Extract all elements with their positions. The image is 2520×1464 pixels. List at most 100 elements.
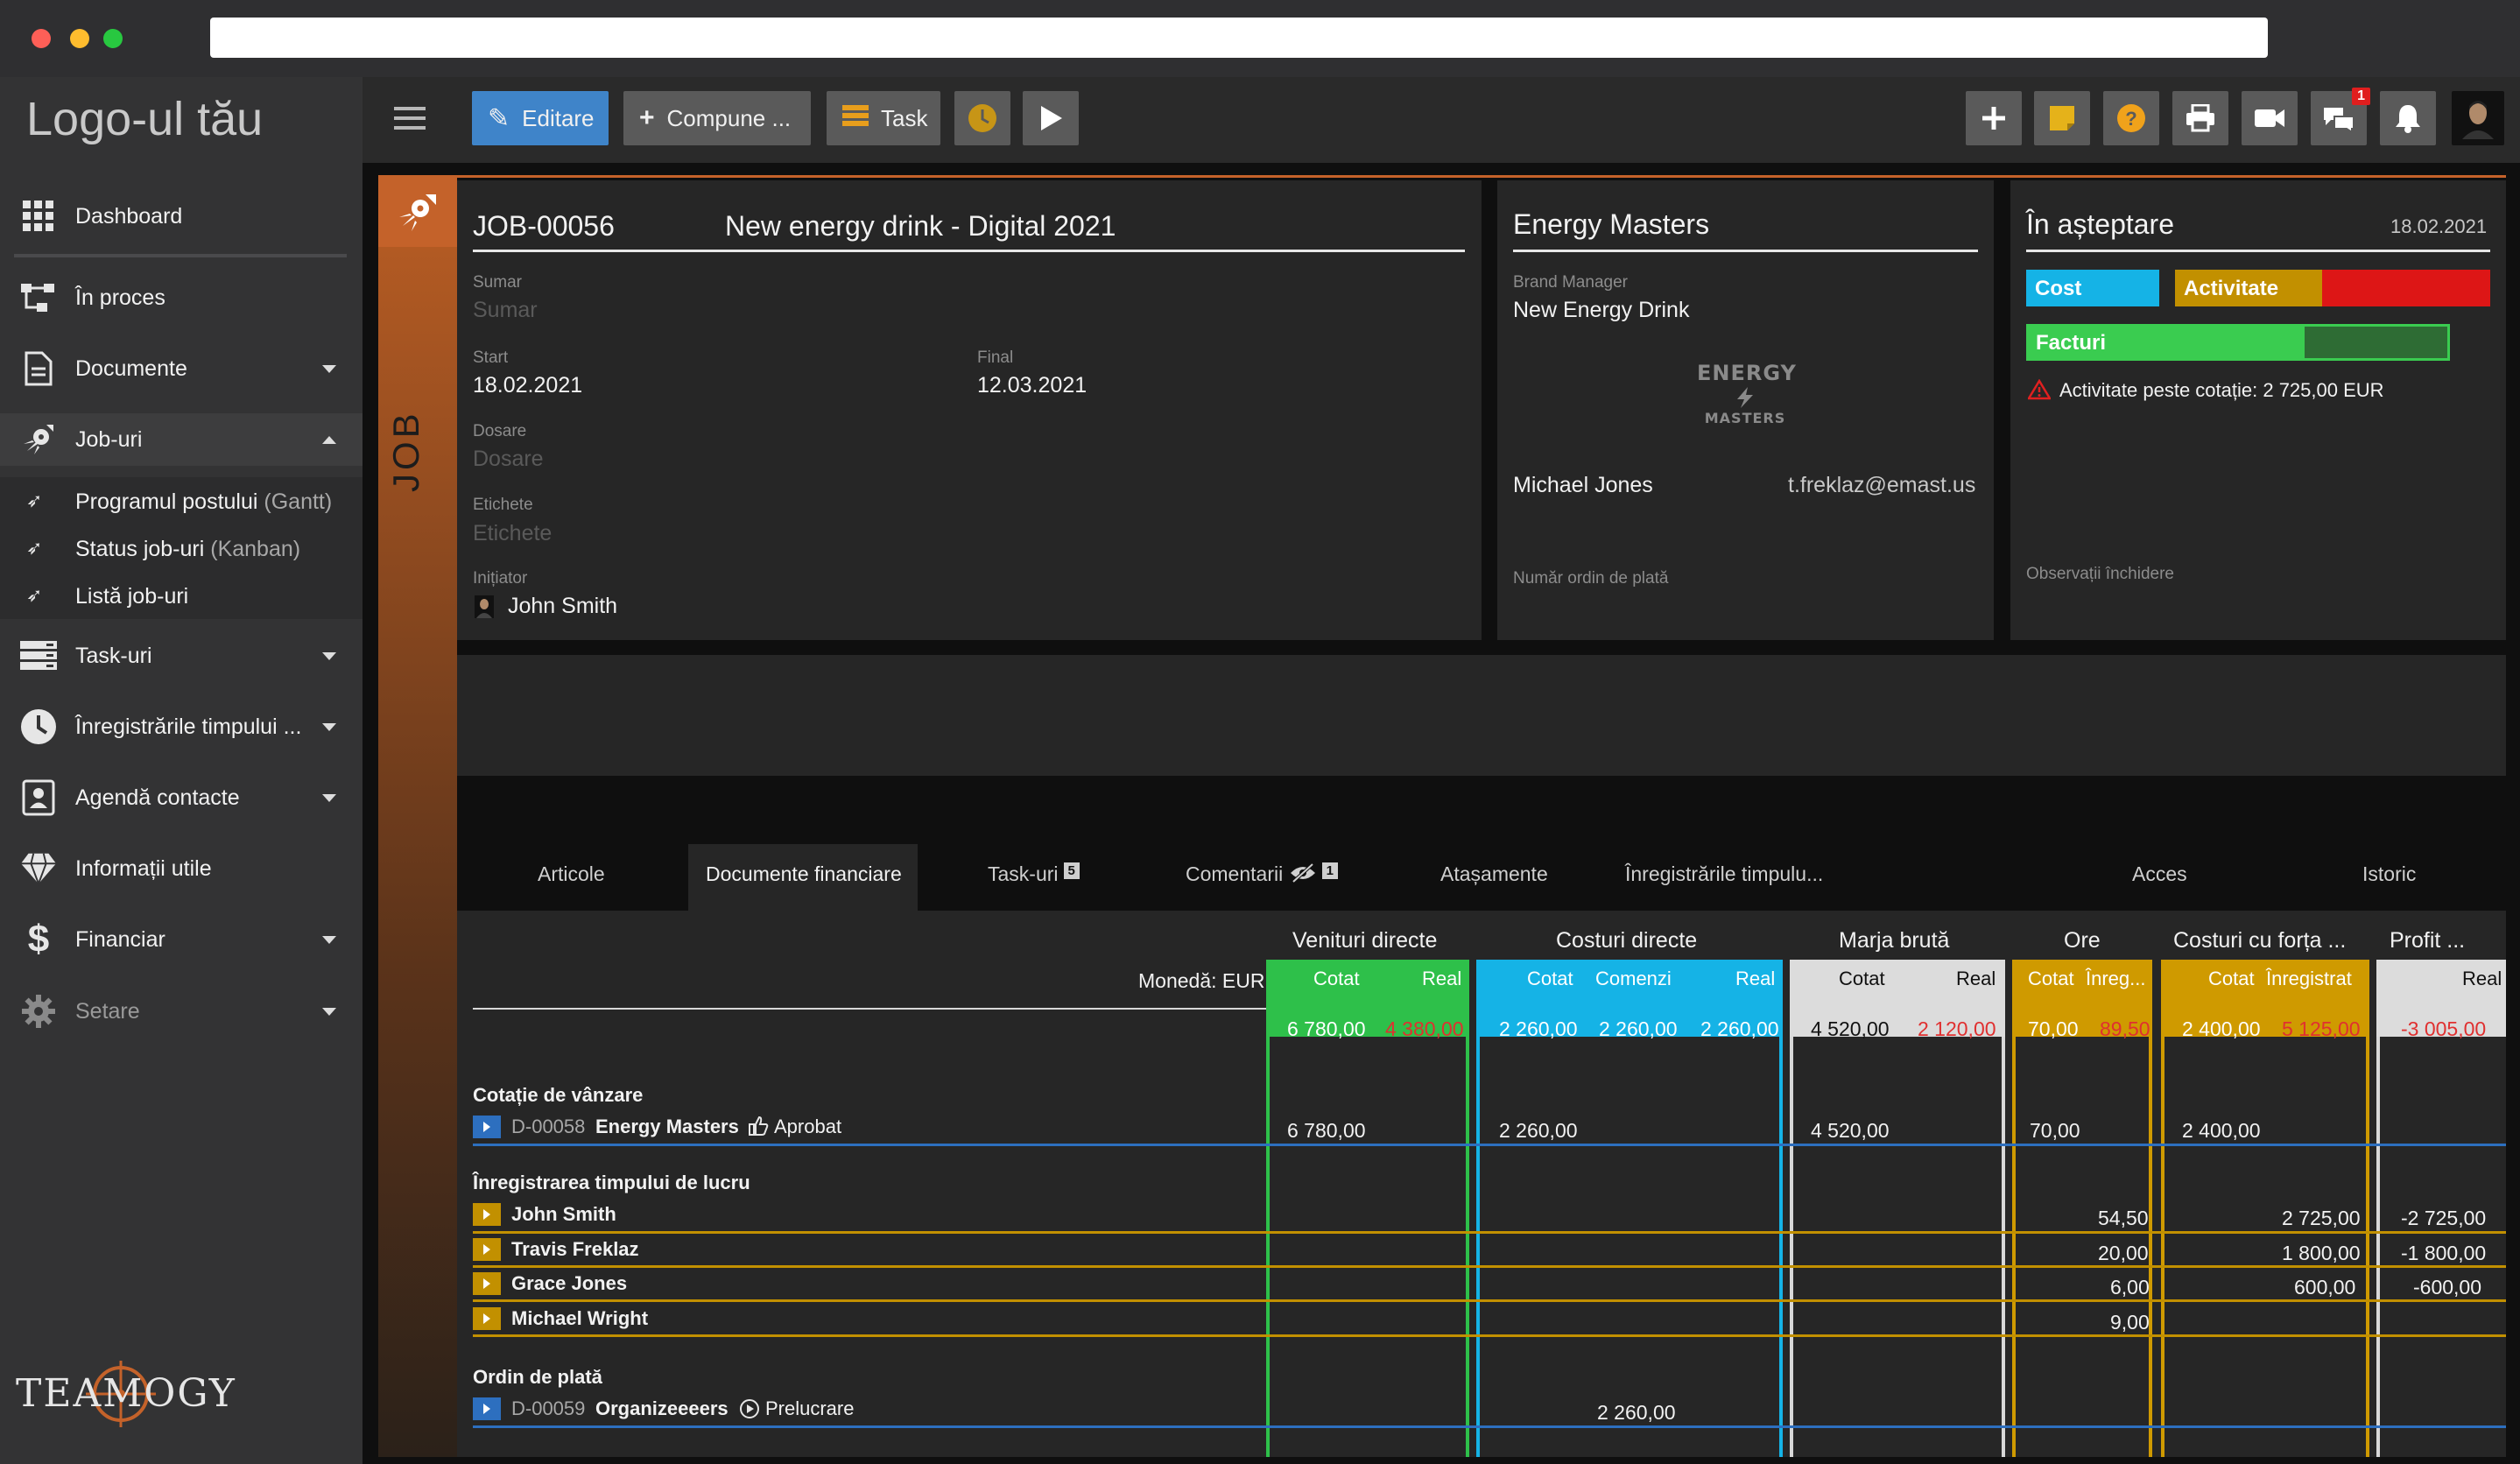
user-avatar[interactable] xyxy=(2452,91,2504,145)
person-row-line xyxy=(473,1334,2506,1337)
sidebar-subitem-gantt[interactable]: ➶ Programul postului (Gantt) xyxy=(0,477,363,524)
expand-person-button[interactable] xyxy=(473,1203,501,1226)
initiator-name[interactable]: John Smith xyxy=(508,594,618,618)
tab-comments[interactable]: Comentarii 1 xyxy=(1186,862,1338,888)
labor-registered-col[interactable]: Înregistrat xyxy=(2266,968,2352,989)
minimize-window-icon[interactable] xyxy=(70,29,89,48)
edit-button[interactable]: ✎ Editare xyxy=(472,91,609,145)
pencil-icon: ✎ xyxy=(488,103,510,133)
sidebar-item-financial[interactable]: $ Financiar xyxy=(0,913,363,966)
hamburger-menu-icon[interactable] xyxy=(394,91,429,145)
expand-quote-button[interactable] xyxy=(473,1116,501,1138)
revenue-quoted-col[interactable]: Cotat xyxy=(1313,968,1360,989)
hours-registered-col[interactable]: Înreg... xyxy=(2086,968,2146,989)
quote-doc-id[interactable]: D-00058 xyxy=(511,1116,586,1137)
expand-person-button[interactable] xyxy=(473,1307,501,1330)
margin-real-col[interactable]: Real xyxy=(1956,968,1996,989)
person-name[interactable]: Travis Freklaz xyxy=(511,1238,639,1260)
person-name[interactable]: Grace Jones xyxy=(511,1272,628,1294)
play-button[interactable] xyxy=(1023,91,1079,145)
revenue-real-col[interactable]: Real xyxy=(1422,968,1462,989)
client-email[interactable]: t.freklaz@emast.us xyxy=(1788,473,1976,497)
play-circle-icon xyxy=(739,1398,760,1424)
help-button[interactable]: ? xyxy=(2103,91,2159,145)
tab-history[interactable]: Istoric xyxy=(2362,862,2416,886)
quote-revenue: 6 780,00 xyxy=(1287,1119,1366,1142)
print-button[interactable] xyxy=(2172,91,2228,145)
profit-left-border xyxy=(2376,1037,2380,1457)
person-row-line xyxy=(473,1299,2506,1302)
costs-quoted-col[interactable]: Cotat xyxy=(1527,968,1573,989)
maximize-window-icon[interactable] xyxy=(103,29,123,48)
po-doc-id[interactable]: D-00059 xyxy=(511,1397,586,1419)
summary-input[interactable]: Sumar xyxy=(473,298,538,322)
task-button-label: Task xyxy=(881,104,928,131)
expand-person-button[interactable] xyxy=(473,1238,501,1261)
total-revenue-quoted: 6 780,00 xyxy=(1287,1017,1366,1040)
company-logo[interactable]: Logo-ul tău xyxy=(26,93,264,145)
tab-time-records[interactable]: Înregistrările timpulu... xyxy=(1625,862,1823,886)
rocket-icon xyxy=(399,194,436,231)
close-window-icon[interactable] xyxy=(32,29,51,48)
tab-tasks[interactable]: Task-uri 5 xyxy=(988,862,1080,886)
tab-financial-docs[interactable]: Documente financiare xyxy=(706,862,902,886)
tab-access[interactable]: Acces xyxy=(2132,862,2187,886)
sidebar-item-dashboard[interactable]: Dashboard xyxy=(0,190,363,243)
task-button[interactable]: Task xyxy=(827,91,940,145)
chat-count-badge: 1 xyxy=(2352,88,2370,105)
sidebar-item-tasks[interactable]: Task-uri xyxy=(0,630,363,682)
sidebar-subitem-kanban[interactable]: ➶ Status job-uri (Kanban) xyxy=(0,524,363,572)
quote-party[interactable]: Energy Masters xyxy=(595,1116,739,1137)
end-date[interactable]: 12.03.2021 xyxy=(977,373,1088,398)
person-name[interactable]: John Smith xyxy=(511,1203,616,1225)
person-labor: 600,00 xyxy=(2294,1276,2356,1299)
sidebar-item-jobs[interactable]: Job-uri xyxy=(0,413,363,466)
section-quote-title: Cotație de vânzare xyxy=(473,1084,644,1106)
chat-button[interactable]: 1 xyxy=(2311,88,2370,145)
description-area[interactable] xyxy=(457,655,2506,776)
sidebar-item-contacts[interactable]: Agendă contacte xyxy=(0,771,363,824)
start-date[interactable]: 18.02.2021 xyxy=(473,373,583,398)
tab-articles[interactable]: Articole xyxy=(538,862,605,886)
cost-indicator[interactable]: Cost xyxy=(2026,270,2159,306)
address-bar[interactable] xyxy=(210,18,2268,58)
note-button[interactable] xyxy=(2034,91,2090,145)
invoices-indicator[interactable]: Facturi xyxy=(2026,324,2450,361)
tags-input[interactable]: Etichete xyxy=(473,521,553,545)
sidebar-subitem-job-list[interactable]: ➶ Listă job-uri xyxy=(0,572,363,619)
revenue-totals xyxy=(1266,996,1469,1037)
person-name[interactable]: Michael Wright xyxy=(511,1307,649,1329)
client-contact[interactable]: Michael Jones xyxy=(1513,473,1653,497)
add-button[interactable] xyxy=(1966,91,2022,145)
job-info-panel xyxy=(457,180,1482,640)
labor-quoted-col[interactable]: Cotat xyxy=(2208,968,2255,989)
activity-indicator[interactable]: Activitate xyxy=(2175,270,2322,306)
po-row-line xyxy=(473,1425,2506,1428)
profit-real-col[interactable]: Real xyxy=(2462,968,2502,989)
sidebar-item-time-records[interactable]: Înregistrările timpului ... xyxy=(0,700,363,753)
timer-button[interactable] xyxy=(954,91,1010,145)
margin-quoted-col[interactable]: Cotat xyxy=(1839,968,1885,989)
compose-button[interactable]: + Compune ... xyxy=(623,91,811,145)
sidebar-item-useful-info[interactable]: Informații utile xyxy=(0,842,363,895)
chevron-down-icon xyxy=(322,935,336,944)
clock-icon xyxy=(968,104,996,132)
client-name[interactable]: Energy Masters xyxy=(1513,208,1710,240)
notifications-button[interactable] xyxy=(2380,91,2436,145)
video-call-button[interactable] xyxy=(2242,91,2298,145)
expand-person-button[interactable] xyxy=(473,1272,501,1295)
hours-quoted-col[interactable]: Cotat xyxy=(2028,968,2074,989)
sidebar-item-documents[interactable]: Documente xyxy=(0,342,363,395)
expand-po-button[interactable] xyxy=(473,1397,501,1420)
group-profit-header: Profit ... xyxy=(2390,928,2466,953)
quote-hours: 70,00 xyxy=(2030,1119,2080,1142)
costs-real-col[interactable]: Real xyxy=(1735,968,1776,989)
po-party[interactable]: Organizeeeers xyxy=(595,1397,729,1419)
folders-input[interactable]: Dosare xyxy=(473,447,544,471)
tab-attachments[interactable]: Atașamente xyxy=(1440,862,1548,886)
job-title[interactable]: New energy drink - Digital 2021 xyxy=(725,210,1116,242)
tab-badge: 5 xyxy=(1063,862,1080,879)
costs-orders-col[interactable]: Comenzi xyxy=(1595,968,1672,989)
sidebar-item-in-progress[interactable]: În proces xyxy=(0,271,363,324)
sidebar-item-settings[interactable]: Setare xyxy=(0,985,363,1038)
